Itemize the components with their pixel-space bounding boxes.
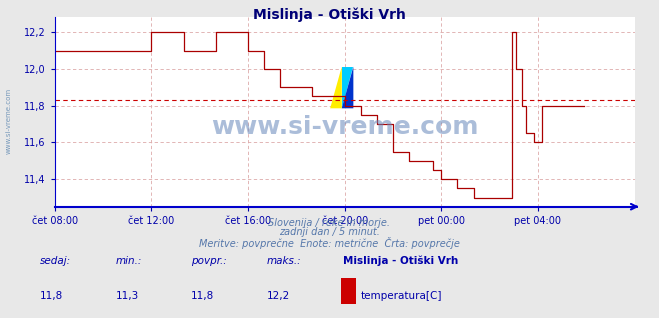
Text: 11,8: 11,8 xyxy=(191,291,214,301)
Text: Mislinja - Otiški Vrh: Mislinja - Otiški Vrh xyxy=(343,255,458,266)
Polygon shape xyxy=(342,67,353,108)
Text: 11,3: 11,3 xyxy=(115,291,138,301)
Text: maks.:: maks.: xyxy=(267,256,302,266)
Text: Meritve: povprečne  Enote: metrične  Črta: povprečje: Meritve: povprečne Enote: metrične Črta:… xyxy=(199,237,460,249)
Text: min.:: min.: xyxy=(115,256,142,266)
Text: temperatura[C]: temperatura[C] xyxy=(361,291,443,301)
Text: povpr.:: povpr.: xyxy=(191,256,227,266)
Polygon shape xyxy=(342,67,353,108)
Text: 11,8: 11,8 xyxy=(40,291,63,301)
Text: www.si-vreme.com: www.si-vreme.com xyxy=(211,115,478,139)
Text: Mislinja - Otiški Vrh: Mislinja - Otiški Vrh xyxy=(253,8,406,23)
Text: 12,2: 12,2 xyxy=(267,291,290,301)
Text: zadnji dan / 5 minut.: zadnji dan / 5 minut. xyxy=(279,227,380,237)
Text: sedaj:: sedaj: xyxy=(40,256,71,266)
Text: www.si-vreme.com: www.si-vreme.com xyxy=(5,88,11,154)
Polygon shape xyxy=(330,67,342,108)
Text: Slovenija / reke in morje.: Slovenija / reke in morje. xyxy=(268,218,391,228)
